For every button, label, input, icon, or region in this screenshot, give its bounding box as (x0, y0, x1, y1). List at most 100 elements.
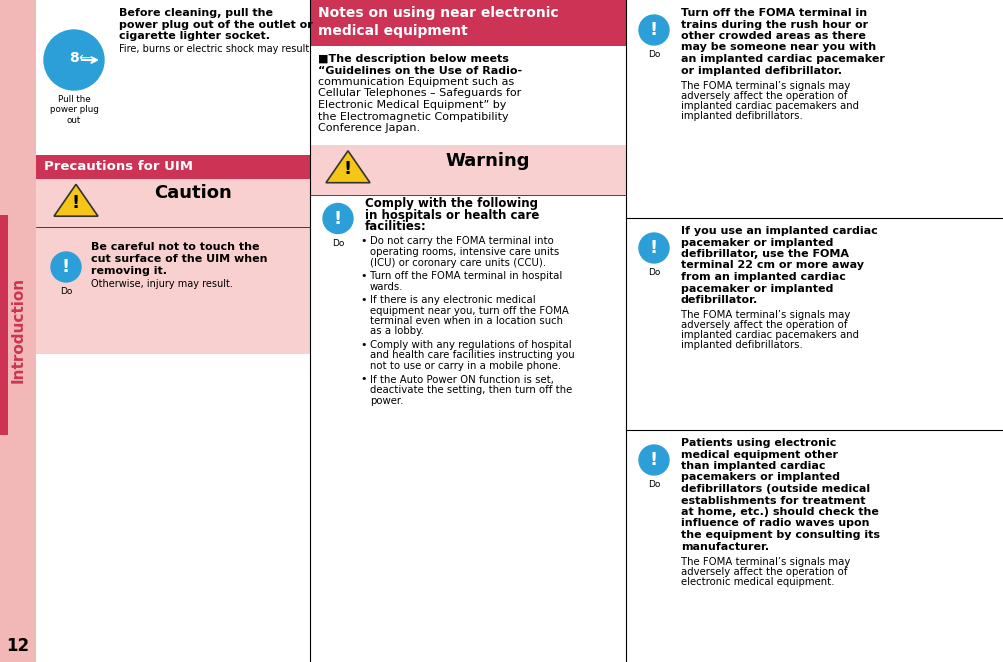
Bar (36, 179, 310, 354)
Polygon shape (326, 151, 370, 183)
Bar (0, 215, 8, 435)
Text: •: • (360, 375, 366, 385)
Text: facilities:: facilities: (365, 220, 426, 234)
Text: !: ! (72, 194, 80, 212)
Text: If you use an implanted cardiac: If you use an implanted cardiac (680, 226, 877, 236)
Text: •: • (360, 295, 366, 305)
Text: trains during the rush hour or: trains during the rush hour or (680, 19, 868, 30)
Text: adversely affect the operation of: adversely affect the operation of (680, 567, 847, 577)
Text: Pull the
power plug
out: Pull the power plug out (49, 95, 98, 125)
Text: adversely affect the operation of: adversely affect the operation of (680, 320, 847, 330)
Bar (310, 0, 626, 46)
Text: not to use or carry in a mobile phone.: not to use or carry in a mobile phone. (370, 361, 561, 371)
Text: removing it.: removing it. (91, 266, 166, 276)
Circle shape (638, 233, 668, 263)
Text: ■The description below meets: ■The description below meets (318, 54, 509, 64)
Text: than implanted cardiac: than implanted cardiac (680, 461, 824, 471)
Text: Otherwise, injury may result.: Otherwise, injury may result. (91, 279, 233, 289)
Text: Electronic Medical Equipment” by: Electronic Medical Equipment” by (318, 100, 506, 110)
Bar (0, 0, 36, 662)
Text: Warning: Warning (445, 152, 530, 169)
Circle shape (44, 30, 104, 90)
Text: cigarette lighter socket.: cigarette lighter socket. (119, 31, 270, 41)
Text: Conference Japan.: Conference Japan. (318, 123, 419, 133)
Text: The FOMA terminal’s signals may: The FOMA terminal’s signals may (680, 310, 850, 320)
Text: an implanted cardiac pacemaker: an implanted cardiac pacemaker (680, 54, 884, 64)
Text: other crowded areas as there: other crowded areas as there (680, 31, 865, 41)
Text: Precautions for UIM: Precautions for UIM (44, 160, 193, 173)
Text: may be someone near you with: may be someone near you with (680, 42, 876, 52)
Text: the equipment by consulting its: the equipment by consulting its (680, 530, 879, 540)
Text: 12: 12 (6, 637, 29, 655)
Text: medical equipment: medical equipment (318, 24, 467, 38)
Circle shape (323, 203, 353, 234)
Text: Notes on using near electronic: Notes on using near electronic (318, 6, 558, 20)
Text: Turn off the FOMA terminal in hospital: Turn off the FOMA terminal in hospital (370, 271, 562, 281)
Text: •: • (360, 271, 366, 281)
Polygon shape (54, 184, 98, 216)
Text: implanted defibrillators.: implanted defibrillators. (680, 111, 802, 121)
Text: Comply with the following: Comply with the following (365, 197, 538, 209)
Text: Do not carry the FOMA terminal into: Do not carry the FOMA terminal into (370, 236, 554, 246)
Text: equipment near you, turn off the FOMA: equipment near you, turn off the FOMA (370, 305, 568, 316)
Text: establishments for treatment: establishments for treatment (680, 495, 865, 506)
Text: power.: power. (370, 395, 403, 406)
Text: operating rooms, intensive care units: operating rooms, intensive care units (370, 247, 559, 257)
Text: Patients using electronic: Patients using electronic (680, 438, 835, 448)
Text: !: ! (344, 160, 352, 179)
Text: implanted defibrillators.: implanted defibrillators. (680, 340, 802, 350)
Text: •: • (360, 340, 366, 350)
Text: If there is any electronic medical: If there is any electronic medical (370, 295, 535, 305)
Text: terminal even when in a location such: terminal even when in a location such (370, 316, 563, 326)
Text: pacemaker or implanted: pacemaker or implanted (680, 238, 832, 248)
Text: deactivate the setting, then turn off the: deactivate the setting, then turn off th… (370, 385, 572, 395)
Text: Before cleaning, pull the: Before cleaning, pull the (119, 8, 273, 18)
Text: 8: 8 (69, 51, 79, 65)
Text: in hospitals or health care: in hospitals or health care (365, 209, 539, 222)
Text: power plug out of the outlet or: power plug out of the outlet or (119, 19, 313, 30)
Text: •: • (360, 236, 366, 246)
Text: Comply with any regulations of hospital: Comply with any regulations of hospital (370, 340, 571, 350)
Text: defibrillators (outside medical: defibrillators (outside medical (680, 484, 870, 494)
Circle shape (51, 252, 81, 282)
Text: Caution: Caution (154, 184, 232, 202)
Text: !: ! (334, 209, 342, 228)
Text: Cellular Telephones – Safeguards for: Cellular Telephones – Safeguards for (318, 89, 521, 99)
Text: Introduction: Introduction (10, 277, 25, 383)
Text: the Electromagnetic Compatibility: the Electromagnetic Compatibility (318, 111, 509, 122)
Text: Do: Do (331, 238, 344, 248)
Text: “Guidelines on the Use of Radio-: “Guidelines on the Use of Radio- (318, 66, 522, 75)
Text: (ICU) or coronary care units (CCU).: (ICU) or coronary care units (CCU). (370, 258, 546, 267)
Text: Turn off the FOMA terminal in: Turn off the FOMA terminal in (680, 8, 867, 18)
Text: !: ! (649, 239, 657, 257)
Text: from an implanted cardiac: from an implanted cardiac (680, 272, 846, 282)
Text: defibrillator, use the FOMA: defibrillator, use the FOMA (680, 249, 849, 259)
Text: pacemakers or implanted: pacemakers or implanted (680, 473, 840, 483)
Text: implanted cardiac pacemakers and: implanted cardiac pacemakers and (680, 101, 859, 111)
Circle shape (638, 445, 668, 475)
Bar (310, 144, 626, 195)
Text: manufacturer.: manufacturer. (680, 542, 768, 551)
Text: !: ! (649, 21, 657, 39)
Text: Do: Do (647, 50, 660, 59)
Text: electronic medical equipment.: electronic medical equipment. (680, 577, 833, 587)
Text: Fire, burns or electric shock may result.: Fire, burns or electric shock may result… (119, 44, 312, 54)
Text: cut surface of the UIM when: cut surface of the UIM when (91, 254, 267, 264)
Text: !: ! (649, 451, 657, 469)
Text: communication Equipment such as: communication Equipment such as (318, 77, 514, 87)
Text: terminal 22 cm or more away: terminal 22 cm or more away (680, 261, 864, 271)
Text: pacemaker or implanted: pacemaker or implanted (680, 283, 832, 293)
Text: Do: Do (647, 268, 660, 277)
Text: defibrillator.: defibrillator. (680, 295, 757, 305)
Bar (36, 155, 310, 179)
Text: adversely affect the operation of: adversely affect the operation of (680, 91, 847, 101)
Text: wards.: wards. (370, 281, 403, 291)
Text: and health care facilities instructing you: and health care facilities instructing y… (370, 350, 574, 361)
Text: or implanted defibrillator.: or implanted defibrillator. (680, 66, 842, 75)
Text: influence of radio waves upon: influence of radio waves upon (680, 518, 869, 528)
Text: as a lobby.: as a lobby. (370, 326, 423, 336)
Text: medical equipment other: medical equipment other (680, 449, 838, 459)
Text: If the Auto Power ON function is set,: If the Auto Power ON function is set, (370, 375, 554, 385)
Text: !: ! (62, 258, 70, 276)
Text: Do: Do (647, 480, 660, 489)
